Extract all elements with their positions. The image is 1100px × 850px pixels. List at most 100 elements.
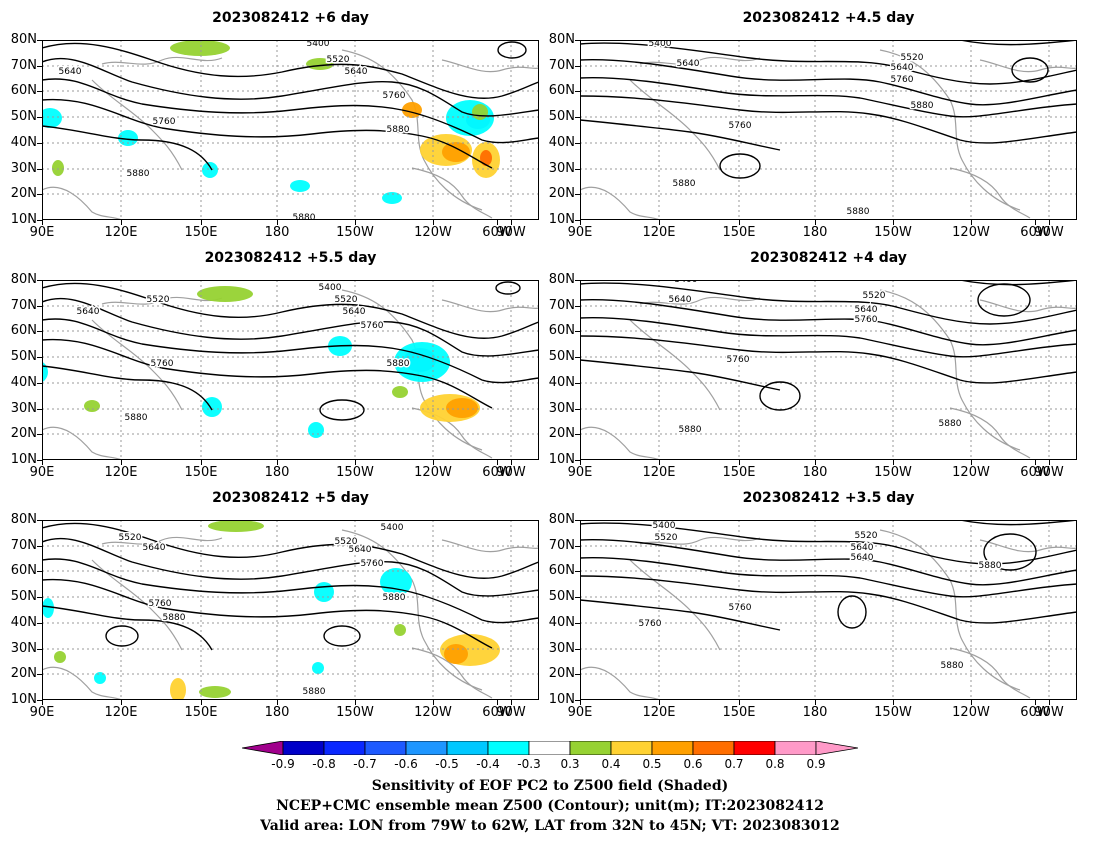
lat-label: 40N bbox=[10, 615, 37, 630]
contour-label: 5760 bbox=[361, 321, 384, 331]
lon-label: 120E bbox=[642, 465, 676, 480]
lat-tick bbox=[37, 331, 42, 332]
lat-label: 20N bbox=[548, 426, 575, 441]
contour-label: 5400 bbox=[675, 280, 698, 285]
lon-tick bbox=[815, 460, 816, 465]
contour-label: 5880 bbox=[673, 179, 696, 189]
geopotential-contour bbox=[42, 522, 539, 580]
map-area: 5400 5520 5520 5640 5640 5760 5760 5880 5880 bbox=[42, 280, 539, 460]
lat-label: 80N bbox=[10, 32, 37, 47]
geopotential-contour bbox=[580, 119, 781, 151]
contour-label: 5400 bbox=[307, 40, 330, 49]
lat-label: 30N bbox=[10, 161, 37, 176]
sensitivity-shading bbox=[94, 672, 106, 684]
sensitivity-shading bbox=[170, 678, 186, 700]
panel-3: 2023082412 +4 day 5400 5520 5640 5640 5760 57… bbox=[549, 250, 1077, 479]
coastline bbox=[639, 536, 761, 545]
lon-label: 150E bbox=[184, 225, 218, 240]
geopotential-contour bbox=[580, 317, 1077, 358]
lon-tick bbox=[355, 700, 356, 705]
lon-tick bbox=[277, 700, 278, 705]
lon-tick bbox=[971, 700, 972, 705]
coastline-layer bbox=[580, 529, 1077, 700]
colorbar-segment bbox=[487, 741, 530, 755]
contour-label: 5880 bbox=[163, 613, 186, 623]
contour-label: 5520 bbox=[863, 291, 886, 301]
contour-label: 5640 bbox=[669, 295, 692, 305]
contour-label: 5880 bbox=[939, 419, 962, 429]
contour-label: 5760 bbox=[149, 599, 172, 609]
colorbar-tick-label: -0.8 bbox=[312, 757, 336, 771]
map-area: 5400540055205640564057605760588058805880 bbox=[580, 40, 1077, 220]
lon-tick bbox=[1035, 220, 1036, 225]
colorbar-segment bbox=[282, 741, 325, 755]
lon-tick bbox=[201, 220, 202, 225]
lon-label: 60W bbox=[1020, 225, 1050, 240]
lon-label: 180 bbox=[264, 225, 290, 240]
coastline bbox=[879, 49, 1021, 211]
lon-label: 90W bbox=[1034, 465, 1064, 480]
lon-tick bbox=[277, 220, 278, 225]
contour-label: 5880 bbox=[125, 413, 148, 423]
lat-label: 50N bbox=[10, 109, 37, 124]
lat-tick bbox=[575, 460, 580, 461]
lon-label: 180 bbox=[264, 465, 290, 480]
geopotential-contour bbox=[580, 299, 1077, 346]
lon-label: 150W bbox=[874, 705, 912, 720]
coastline bbox=[101, 536, 223, 545]
contour-label: 5640 bbox=[891, 63, 914, 73]
lon-tick bbox=[815, 220, 816, 225]
lon-label: 150W bbox=[336, 225, 374, 240]
coastline bbox=[101, 296, 223, 305]
geopotential-contour bbox=[580, 359, 781, 391]
lon-label: 90W bbox=[496, 465, 526, 480]
map-frame bbox=[580, 520, 1077, 700]
lon-label: 120W bbox=[952, 225, 990, 240]
panel-title: 2023082412 +5.5 day bbox=[204, 250, 377, 266]
lon-label: 60W bbox=[482, 225, 512, 240]
sensitivity-shading bbox=[208, 520, 264, 532]
lat-label: 60N bbox=[10, 83, 37, 98]
geopotential-contour bbox=[580, 77, 1077, 118]
lat-label: 20N bbox=[10, 666, 37, 681]
lat-label: 70N bbox=[548, 298, 575, 313]
lon-tick bbox=[1035, 460, 1036, 465]
geopotential-contour bbox=[580, 539, 1077, 586]
coastline-layer bbox=[580, 289, 1077, 460]
coastline bbox=[639, 296, 761, 305]
colorbar-tick-label: -0.4 bbox=[476, 757, 500, 771]
geopotential-contour bbox=[580, 599, 781, 631]
colorbar-tick-label: 0.7 bbox=[724, 757, 744, 771]
lon-tick bbox=[659, 460, 660, 465]
closed-contour bbox=[1011, 57, 1049, 83]
lon-tick bbox=[42, 220, 43, 225]
colorbar-segment bbox=[610, 741, 653, 755]
colorbar-segment bbox=[569, 741, 612, 755]
colorbar-end-triangle bbox=[815, 741, 858, 755]
lat-tick bbox=[37, 546, 42, 547]
colorbar-end-triangle bbox=[242, 741, 284, 755]
lat-tick bbox=[575, 546, 580, 547]
contour-label: 5640 bbox=[345, 67, 368, 77]
geopotential-contour bbox=[42, 125, 213, 171]
coastline bbox=[42, 186, 123, 220]
colorbar-segment bbox=[733, 741, 776, 755]
contour-label: 5640 bbox=[143, 543, 166, 553]
sensitivity-shading bbox=[54, 651, 66, 663]
sensitivity-shading bbox=[42, 598, 54, 618]
coastline bbox=[979, 59, 1077, 73]
lat-label: 50N bbox=[10, 589, 37, 604]
lat-label: 40N bbox=[10, 135, 37, 150]
lat-label: 10N bbox=[548, 212, 575, 227]
lon-label: 60W bbox=[482, 465, 512, 480]
lon-label: 150E bbox=[722, 465, 756, 480]
colorbar-tick-label: 0.9 bbox=[806, 757, 826, 771]
lat-tick bbox=[575, 649, 580, 650]
contour-layer bbox=[42, 41, 539, 171]
lat-label: 30N bbox=[548, 401, 575, 416]
panel-title: 2023082412 +4.5 day bbox=[742, 10, 915, 26]
